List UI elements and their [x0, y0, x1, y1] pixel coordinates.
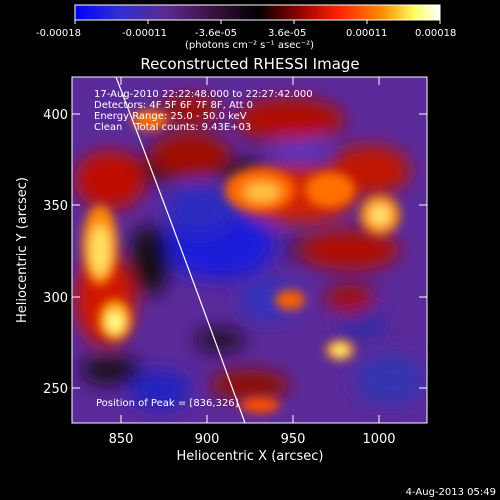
x-axis-label: Heliocentric X (arcsec) [177, 449, 324, 464]
colorbar-tick-label: -0.00018 [36, 28, 81, 39]
peak-label: Position of Peak = [836,326] [96, 398, 239, 409]
colorbar-tick-label: 3.6e-05 [268, 28, 306, 39]
y-axis-label: Heliocentric Y (arcsec) [15, 177, 30, 323]
x-tick-label: 1000 [362, 432, 395, 447]
rhessi-image [72, 77, 427, 423]
x-axis-ticks [120, 77, 380, 423]
x-tick-label: 950 [281, 432, 306, 447]
info-block: 17-Aug-2010 22:22:48.000 to 22:27:42.000… [94, 89, 313, 133]
y-tick-label: 350 [43, 199, 68, 214]
x-tick-labels: 850 900 950 1000 [109, 432, 396, 447]
solar-limb-line [115, 77, 246, 423]
x-tick-label: 900 [195, 432, 220, 447]
y-tick-label: 300 [43, 291, 68, 306]
y-axis-ticks [72, 113, 427, 389]
colorbar-ticks [74, 20, 441, 24]
y-tick-labels: 250 300 350 400 [43, 108, 68, 397]
x-tick-label: 850 [109, 432, 134, 447]
y-tick-label: 400 [43, 108, 68, 123]
info-line: Clean Total counts: 9.43E+03 [94, 122, 251, 133]
info-line: Energy Range: 25.0 - 50.0 keV [94, 111, 247, 122]
y-tick-label: 250 [43, 382, 68, 397]
info-line: Detectors: 4F 5F 6F 7F 8F, Att 0 [94, 100, 253, 111]
plot-title: Reconstructed RHESSI Image [140, 55, 359, 73]
colorbar-tick-labels: -0.00018 -0.00011 -3.6e-05 3.6e-05 0.000… [36, 28, 456, 39]
colorbar-tick-label: 0.00018 [415, 28, 456, 39]
colorbar [74, 4, 441, 21]
plot-frame [71, 76, 428, 424]
info-line: 17-Aug-2010 22:22:48.000 to 22:27:42.000 [94, 89, 313, 100]
footer-timestamp: 4-Aug-2013 05:49 [406, 487, 496, 498]
colorbar-tick-label: 0.00011 [346, 28, 387, 39]
colorbar-tick-label: -0.00011 [122, 28, 167, 39]
colorbar-unit-label: (photons cm⁻² s⁻¹ asec⁻²) [185, 40, 314, 51]
colorbar-tick-label: -3.6e-05 [195, 28, 237, 39]
